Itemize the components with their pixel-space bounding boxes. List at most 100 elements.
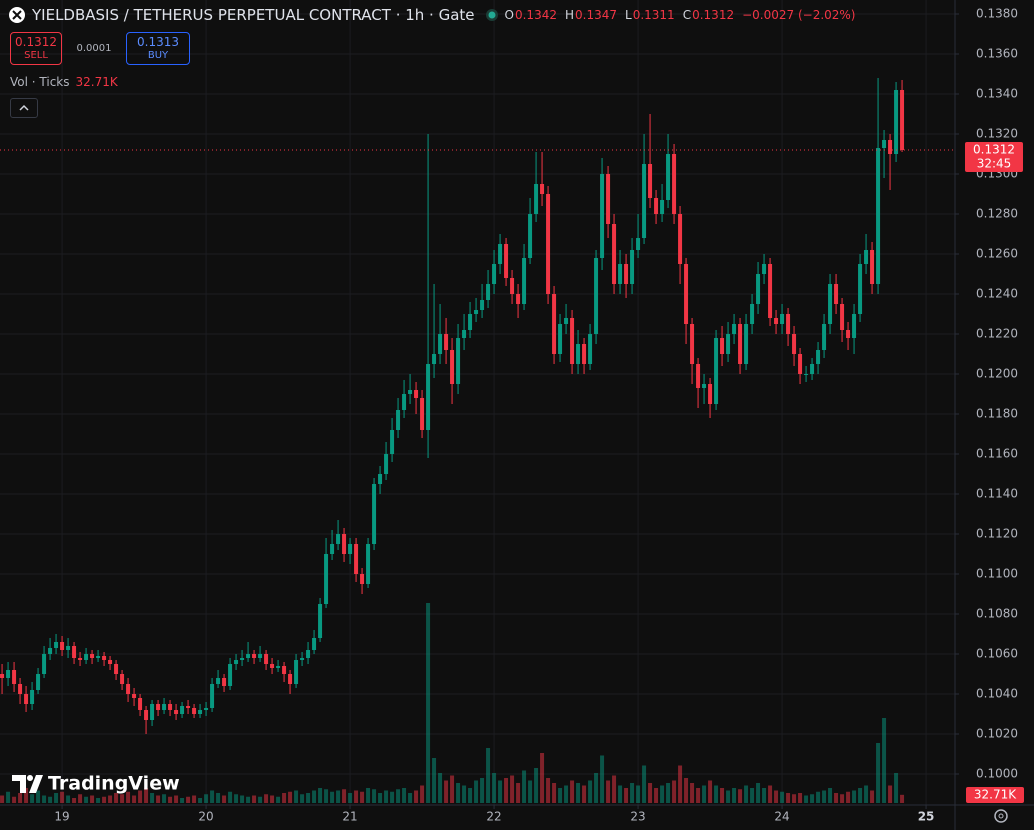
volume-bar — [96, 798, 101, 803]
volume-bar — [492, 773, 497, 803]
y-tick-label: 0.1320 — [976, 127, 1018, 141]
volume-bar — [738, 789, 743, 803]
candle-body — [498, 244, 503, 264]
candle-body — [480, 300, 485, 310]
candle-body — [714, 338, 719, 404]
candle-body — [216, 678, 221, 684]
volume-legend: Vol · Ticks 32.71K — [10, 75, 118, 89]
candle-body — [312, 638, 317, 650]
candle-body — [42, 654, 47, 674]
volume-bar — [132, 795, 137, 803]
candle-body — [504, 244, 509, 278]
candle-body — [150, 704, 155, 720]
volume-bar — [108, 795, 113, 803]
settings-icon[interactable] — [994, 809, 1008, 823]
volume-bar — [624, 788, 629, 803]
volume-bar — [144, 788, 149, 803]
volume-bar — [702, 785, 707, 803]
grid — [0, 0, 955, 805]
symbol-title[interactable]: YIELDBASIS / TETHERUS PERPETUAL CONTRACT… — [32, 6, 475, 24]
volume-tag-value: 32.71K — [974, 788, 1017, 802]
volume-legend-label[interactable]: Vol · Ticks — [10, 75, 70, 89]
volume-bar — [210, 790, 215, 803]
volume-bar — [558, 788, 563, 803]
volume-bar — [882, 718, 887, 803]
x-tick-label: 25 — [918, 810, 935, 824]
volume-bar — [636, 785, 641, 803]
volume-bar — [288, 791, 293, 803]
ohlc-value: 0.1347 — [575, 8, 618, 22]
volume-bar — [30, 794, 35, 803]
candle-body — [90, 654, 95, 658]
y-tick-label: 0.1260 — [976, 247, 1018, 261]
volume-bar — [402, 788, 407, 803]
candle-body — [726, 334, 731, 354]
settings-gear[interactable] — [994, 809, 1008, 823]
volume-bar — [156, 795, 161, 803]
candle-body — [54, 642, 59, 648]
volume-bar — [576, 783, 581, 803]
volume-bar — [546, 778, 551, 803]
volume-bar — [186, 796, 191, 803]
volume-bar — [780, 791, 785, 803]
logo-text: TradingView — [48, 773, 180, 795]
volume-bar — [84, 796, 89, 803]
candle-body — [468, 314, 473, 330]
volume-bar — [708, 780, 713, 803]
volume-bar — [324, 789, 329, 803]
volume-bar — [318, 788, 323, 803]
candle-body — [318, 604, 323, 638]
candle-body — [72, 646, 77, 658]
y-tick-label: 0.1240 — [976, 287, 1018, 301]
candle-body — [282, 666, 287, 674]
volume-bar — [894, 773, 899, 803]
volume-bar — [684, 778, 689, 803]
candle-body — [156, 704, 161, 710]
volume-bar — [594, 773, 599, 803]
trade-buttons: 0.1312 SELL 0.0001 0.1313 BUY — [10, 32, 190, 65]
candle-body — [522, 258, 527, 304]
candle-body — [690, 324, 695, 364]
volume-bar — [654, 788, 659, 803]
candle-body — [420, 398, 425, 430]
candle-body — [870, 250, 875, 284]
volume-bar — [720, 788, 725, 803]
volume-bar — [474, 780, 479, 803]
candle-body — [696, 364, 701, 388]
candle-body — [858, 264, 863, 314]
volume-bar — [522, 770, 527, 803]
candle-body — [96, 656, 101, 658]
y-tick-label: 0.1220 — [976, 327, 1018, 341]
volume-bar — [444, 780, 449, 803]
volume-bar — [744, 785, 749, 803]
volume-bar — [336, 790, 341, 803]
candle-body — [102, 656, 107, 660]
candle-body — [192, 708, 197, 714]
candle-body — [744, 324, 749, 364]
buy-price: 0.1313 — [137, 34, 179, 49]
candle-body — [132, 694, 137, 698]
candle-body — [492, 264, 497, 284]
volume-bar — [816, 791, 821, 803]
candle-body — [582, 344, 587, 364]
candle-body — [48, 648, 53, 654]
x-tick-label: 21 — [342, 810, 357, 824]
buy-button[interactable]: 0.1313 BUY — [126, 32, 190, 65]
volume-bar — [36, 790, 41, 803]
candle-body — [258, 654, 263, 658]
volume-bar — [18, 793, 23, 803]
candle-body — [462, 330, 467, 338]
candle-body — [864, 250, 869, 264]
candle-body — [792, 334, 797, 354]
volume-bar — [726, 790, 731, 803]
sell-button[interactable]: 0.1312 SELL — [10, 32, 62, 65]
collapse-button[interactable] — [10, 98, 38, 118]
volume-bar — [264, 794, 269, 803]
candle-body — [372, 484, 377, 544]
volume-bar — [846, 791, 851, 803]
candle-body — [822, 324, 827, 350]
volume-bar — [534, 768, 539, 803]
candle-body — [240, 658, 245, 660]
